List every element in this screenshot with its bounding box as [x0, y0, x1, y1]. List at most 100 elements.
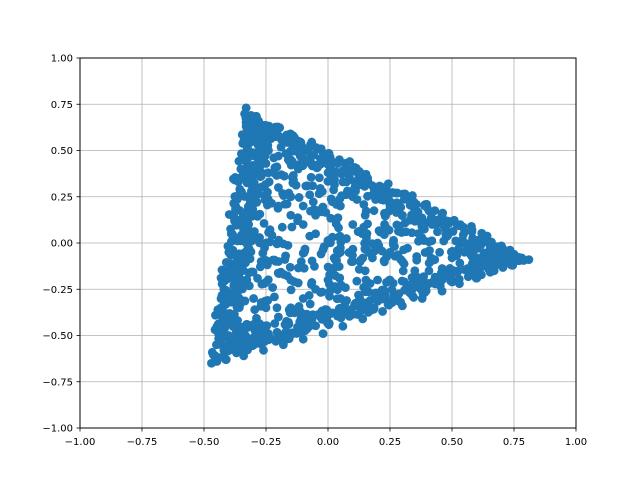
scatter-point [308, 181, 318, 191]
scatter-point [283, 155, 293, 165]
scatter-point [361, 275, 371, 285]
scatter-point [315, 183, 325, 193]
scatter-point [348, 220, 358, 229]
scatter-point [316, 312, 325, 322]
scatter-point [234, 173, 244, 183]
scatter-point [300, 244, 310, 254]
scatter-point [519, 255, 529, 265]
scatter-point [409, 293, 419, 302]
scatter-point [419, 272, 429, 281]
x-tick-label: 0.50 [441, 437, 463, 448]
scatter-point [231, 340, 241, 350]
scatter-point [243, 245, 252, 255]
y-tick-label: 1.00 [51, 54, 73, 65]
scatter-point [298, 220, 308, 229]
scatter-point [369, 206, 379, 216]
y-tick-label: −0.75 [42, 377, 73, 388]
scatter-point [412, 216, 422, 226]
scatter-point [288, 136, 298, 146]
scatter-point [367, 181, 377, 191]
scatter-point [251, 136, 261, 146]
scatter-point [447, 253, 457, 263]
scatter-point [286, 285, 296, 295]
scatter-point [311, 160, 320, 170]
scatter-point [338, 321, 348, 331]
scatter-point [298, 294, 308, 303]
scatter-point [239, 136, 249, 146]
scatter-point [303, 146, 313, 155]
y-tick-label: 0.00 [51, 239, 73, 250]
scatter-point [239, 351, 249, 361]
x-tick-label: −0.75 [127, 437, 158, 448]
scatter-point [261, 138, 271, 148]
scatter-point [249, 183, 258, 192]
scatter-point [424, 266, 434, 276]
scatter-point [399, 245, 409, 255]
scatter-point [430, 255, 440, 265]
scatter-point [278, 340, 288, 350]
scatter-point [293, 263, 303, 273]
scatter-point [395, 221, 405, 231]
scatter-point [360, 266, 370, 276]
scatter-point [216, 303, 226, 313]
scatter-point [348, 244, 358, 254]
scatter-point [422, 279, 432, 289]
scatter-point [345, 305, 355, 315]
scatter-point [415, 284, 425, 294]
scatter-point [264, 177, 274, 187]
x-tick-label: −0.25 [251, 437, 282, 448]
scatter-point [326, 213, 336, 223]
scatter-point [274, 312, 283, 322]
scatter-point [414, 229, 423, 238]
scatter-point [298, 312, 308, 322]
scatter-point [235, 233, 245, 243]
scatter-point [221, 355, 231, 364]
scatter-point [398, 301, 407, 311]
scatter-point [219, 284, 229, 294]
scatter-point [219, 345, 229, 355]
scatter-point [398, 266, 408, 276]
scatter-point [259, 218, 269, 228]
scatter-point [244, 281, 254, 291]
scatter-point [472, 273, 482, 283]
scatter-point [311, 143, 321, 152]
x-tick-label: 0.75 [503, 437, 525, 448]
scatter-point [472, 244, 482, 253]
scatter-point [231, 192, 241, 202]
scatter-point [385, 247, 395, 257]
scatter-point [323, 238, 333, 248]
scatter-point [329, 263, 339, 273]
scatter-point [472, 253, 482, 263]
scatter-point [277, 222, 287, 232]
scatter-point [378, 183, 387, 192]
scatter-point [311, 284, 320, 294]
scatter-point [427, 220, 437, 229]
scatter-point [379, 230, 389, 239]
scatter-point [430, 279, 440, 289]
scatter-point [410, 266, 420, 276]
scatter-point [298, 334, 308, 344]
scatter-point [293, 164, 303, 174]
scatter-point [373, 238, 382, 248]
scatter-point [286, 192, 296, 202]
scatter-point [358, 253, 368, 263]
scatter-point [267, 230, 277, 240]
scatter-point [373, 294, 382, 303]
scatter-point [286, 303, 296, 313]
scatter-point [417, 294, 427, 303]
scatter-point [380, 257, 389, 267]
scatter-point [318, 202, 328, 212]
scatter-point [249, 164, 258, 174]
scatter-point [280, 320, 290, 329]
scatter-point [368, 190, 378, 200]
scatter-point [273, 122, 283, 132]
scatter-point [348, 257, 358, 266]
scatter-point [509, 257, 519, 266]
scatter-point [214, 353, 224, 363]
scatter-point [239, 257, 249, 266]
scatter-point [272, 327, 282, 337]
scatter-point [246, 201, 256, 211]
scatter-point [274, 257, 283, 266]
